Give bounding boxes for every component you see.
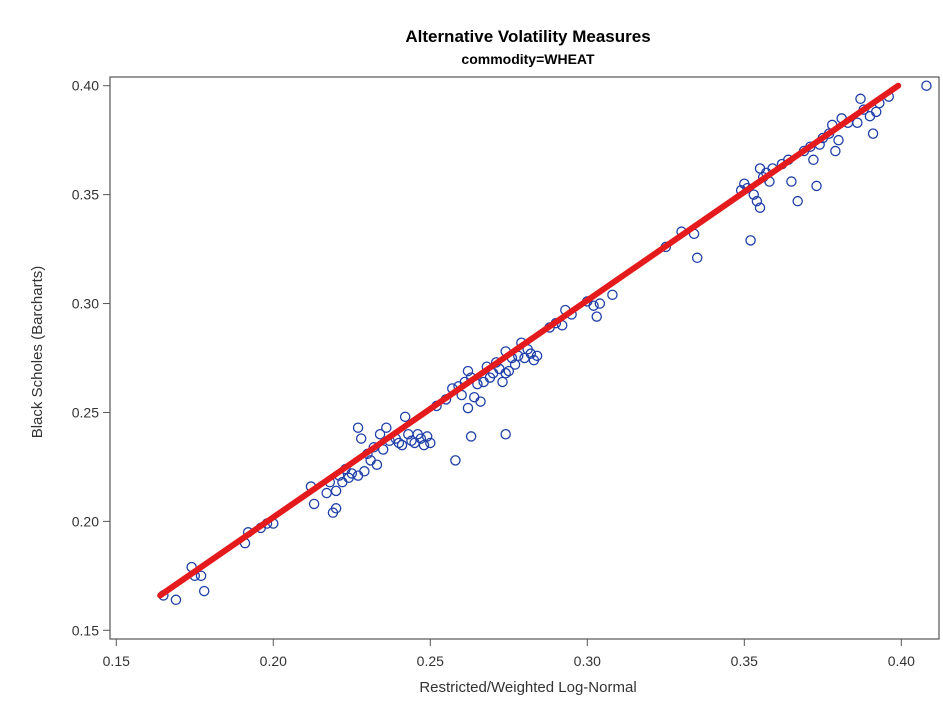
x-tick-label: 0.15 <box>103 653 130 669</box>
data-point <box>321 487 332 499</box>
y-axis-label: Black Scholes (Barcharts) <box>29 266 46 439</box>
data-point <box>346 468 358 479</box>
data-point <box>786 176 797 187</box>
points-layer <box>158 80 932 606</box>
data-point <box>745 235 756 246</box>
data-point <box>475 396 486 407</box>
data-point <box>531 350 543 362</box>
data-point <box>867 128 879 139</box>
data-point <box>330 503 342 514</box>
data-point <box>588 300 599 311</box>
data-point <box>198 585 210 597</box>
x-axis: 0.15 0.20 0.25 0.30 0.35 0.40 <box>103 639 915 669</box>
data-point <box>359 466 370 477</box>
data-point <box>864 110 876 122</box>
data-point <box>421 431 433 442</box>
chart-subtitle: commodity=WHEAT <box>461 51 595 67</box>
data-point <box>497 376 508 388</box>
data-point <box>406 435 417 447</box>
data-point <box>503 365 515 377</box>
y-tick-label: 0.15 <box>72 622 99 638</box>
data-point <box>591 311 602 322</box>
fit-line-layer <box>157 82 902 599</box>
data-point <box>525 348 537 359</box>
data-point <box>811 180 822 192</box>
data-point <box>833 134 844 146</box>
data-point <box>465 431 477 442</box>
y-tick-label: 0.40 <box>72 78 99 94</box>
data-point <box>381 422 392 433</box>
data-point <box>352 470 364 481</box>
x-tick-label: 0.40 <box>888 653 915 669</box>
y-tick-label: 0.35 <box>72 187 99 203</box>
data-point <box>500 428 511 440</box>
data-point <box>393 437 405 449</box>
data-point <box>355 433 367 444</box>
data-point <box>808 154 819 166</box>
data-point <box>921 80 932 91</box>
data-point <box>462 365 474 377</box>
data-point <box>450 455 461 466</box>
data-point <box>330 485 342 497</box>
data-point <box>170 594 182 606</box>
x-tick-label: 0.35 <box>731 653 758 669</box>
x-tick-label: 0.30 <box>574 653 601 669</box>
data-point <box>399 411 411 423</box>
data-point <box>754 163 766 174</box>
plot-area-frame <box>109 76 940 640</box>
y-axis: 0.15 0.20 0.25 0.30 0.35 0.40 <box>72 78 110 638</box>
chart-title: Alternative Volatility Measures <box>405 27 650 46</box>
data-point <box>462 402 474 414</box>
data-point <box>371 459 383 470</box>
data-point <box>607 289 618 301</box>
data-point <box>396 439 408 451</box>
data-point <box>352 422 364 433</box>
data-point <box>594 298 606 309</box>
data-point <box>500 367 511 379</box>
x-tick-label: 0.20 <box>260 653 287 669</box>
data-point <box>748 189 759 200</box>
data-point <box>852 117 863 128</box>
y-tick-label: 0.25 <box>72 404 99 420</box>
y-tick-label: 0.20 <box>72 513 99 529</box>
data-point <box>691 252 703 264</box>
x-tick-label: 0.25 <box>417 653 444 669</box>
x-axis-label: Restricted/Weighted Log-Normal <box>419 679 636 696</box>
data-point <box>751 195 763 207</box>
data-point <box>425 437 436 449</box>
data-point <box>478 376 489 388</box>
data-point <box>195 570 207 582</box>
y-tick-label: 0.30 <box>72 296 99 312</box>
data-point <box>308 498 320 510</box>
regression-line <box>157 82 902 599</box>
data-point <box>374 428 386 440</box>
data-point <box>792 195 803 207</box>
data-point <box>469 391 480 403</box>
data-point <box>409 437 420 449</box>
data-point <box>855 93 866 105</box>
data-point <box>754 202 766 213</box>
data-point <box>870 106 882 118</box>
data-point <box>830 145 841 157</box>
data-point <box>415 433 427 444</box>
data-point <box>519 352 530 364</box>
